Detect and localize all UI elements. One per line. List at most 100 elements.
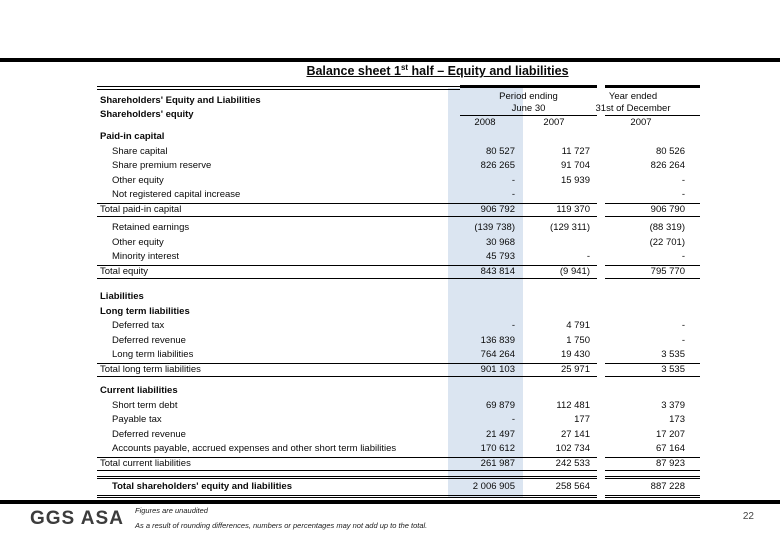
- row-value-2007-annual: [605, 305, 700, 320]
- row-value-2007-interim: [515, 384, 590, 399]
- footnote-unaudited: Figures are unaudited: [135, 506, 208, 515]
- row-value-2008: -: [511, 320, 515, 331]
- table-row-item: Payable tax - 177 173: [97, 413, 700, 428]
- row-left-group: Current liabilities: [97, 384, 597, 399]
- row-label: Deferred revenue: [112, 428, 186, 440]
- row-value-2007-interim: 11 727: [561, 145, 590, 157]
- row-value-2008: [435, 130, 515, 145]
- row-left-group: Deferred revenue 21 497 27 141: [97, 428, 597, 443]
- row-left-group: Total shareholders' equity and liabiliti…: [97, 476, 597, 498]
- table-row-section: Long term liabilities: [97, 305, 700, 320]
- group2-underline: [605, 115, 700, 116]
- col-group1-header-line1: Period ending: [499, 91, 558, 102]
- table-row-item: Long term liabilities 764 264 19 430 3 535: [97, 348, 700, 363]
- table-top-double-rule: [97, 86, 460, 90]
- row-left-group: Not registered capital increase -: [97, 188, 597, 203]
- row-label: Total current liabilities: [100, 457, 191, 469]
- row-value-2008: 30 968: [485, 236, 515, 248]
- row-value-2007-interim: 27 141: [560, 428, 590, 440]
- table-row-item: Minority interest 45 793 - -: [97, 250, 700, 265]
- row-label: Current liabilities: [100, 385, 178, 396]
- row-value-2007-annual: 80 526: [655, 145, 685, 157]
- row-value-2007-annual: 67 164: [655, 443, 685, 454]
- row-left-group: Deferred tax - 4 791: [97, 319, 597, 334]
- row-value-2008: -: [511, 414, 515, 425]
- footnote-rounding: As a result of rounding differences, num…: [135, 521, 428, 530]
- col-year-2008: 2008: [474, 117, 496, 128]
- table-row-item: Deferred revenue 21 497 27 141 17 207: [97, 428, 700, 443]
- row-value-2007-annual: -: [681, 189, 685, 200]
- row-value-2007-interim: 19 430: [560, 349, 590, 360]
- row-value-2008: 901 103: [480, 363, 515, 375]
- table-row-section: Current liabilities: [97, 384, 700, 399]
- group1-underline: [460, 115, 597, 116]
- table-row-item: Share premium reserve 826 265 91 704 826 26…: [97, 159, 700, 174]
- highlight-column-band: [448, 88, 523, 497]
- row-value-2007-annual: -: [681, 251, 685, 262]
- row-label: Accounts payable, accrued expenses and o…: [112, 443, 397, 454]
- row-left-group: Short term debt 69 879 112 481: [97, 399, 597, 414]
- row-value-2007-annual: -: [681, 174, 685, 186]
- row-value-2008: 843 814: [480, 265, 515, 277]
- row-value-2008: 170 612: [480, 443, 515, 454]
- row-value-2007-annual: 906 790: [605, 202, 700, 217]
- row-value-2007-interim: 177: [574, 414, 590, 425]
- table-row-item: Other equity 30 968 (22 701): [97, 236, 700, 251]
- col-group1-header-line2: June 30: [511, 103, 546, 114]
- table-row-total: Total paid-in capital 906 792 119 370 906 7…: [97, 202, 700, 217]
- row-value-2007-interim: 102 734: [555, 443, 590, 454]
- table-row-item: Other equity - 15 939 -: [97, 174, 700, 189]
- row-value-2007-interim: (129 311): [550, 222, 590, 233]
- row-value-2008: 906 792: [480, 203, 515, 215]
- row-value-2007-interim: -: [586, 251, 590, 262]
- row-label: Long term liabilities: [112, 349, 194, 360]
- table-row-total: Total current liabilities 261 987 242 533 8…: [97, 456, 700, 471]
- row-label: Total long term liabilities: [100, 363, 201, 375]
- row-left-group: Total equity 843 814 (9 941): [97, 264, 597, 279]
- row-label: Deferred revenue: [112, 334, 186, 346]
- table-row-section: Paid-in capital: [97, 130, 700, 145]
- row-label: Payable tax: [112, 414, 162, 425]
- row-left-group: Liabilities: [97, 290, 597, 305]
- row-left-group: Minority interest 45 793 -: [97, 250, 597, 265]
- row-value-2008: 80 527: [485, 145, 515, 157]
- row-value-2007-annual: [605, 384, 700, 399]
- page-number: 22: [742, 511, 754, 522]
- table-top-rule-group2: [605, 85, 700, 88]
- table-spacer-row: [97, 279, 700, 290]
- row-value-2008: [435, 305, 515, 320]
- table-title-row2: Shareholders' equity: [100, 109, 194, 120]
- col-group2-header-line1: Year ended: [608, 91, 658, 102]
- row-value-2007-annual: 826 264: [650, 160, 685, 171]
- row-value-2007-annual: 173: [669, 414, 685, 425]
- row-value-2007-annual: 17 207: [655, 428, 685, 440]
- top-divider-rule: [0, 58, 780, 62]
- table-spacer-row: [97, 377, 700, 384]
- row-value-2007-interim: [515, 130, 590, 145]
- row-value-2008: 2 006 905: [472, 481, 515, 492]
- row-value-2008: -: [511, 174, 515, 186]
- row-label: Deferred tax: [112, 320, 165, 331]
- table-row-item: Deferred tax - 4 791 -: [97, 319, 700, 334]
- row-value-2007-interim: 112 481: [556, 399, 590, 411]
- row-value-2008: [435, 384, 515, 399]
- table-row-item: Share capital 80 527 11 727 80 526: [97, 145, 700, 160]
- row-value-2008: 21 497: [485, 428, 515, 440]
- row-value-2008: [435, 290, 515, 305]
- row-value-2008: 826 265: [480, 160, 515, 171]
- row-label: Total shareholders' equity and liabiliti…: [112, 481, 292, 492]
- row-left-group: Total paid-in capital 906 792 119 370: [97, 202, 597, 217]
- row-left-group: Other equity - 15 939: [97, 174, 597, 189]
- row-label: Share capital: [112, 145, 168, 157]
- row-label: Retained earnings: [112, 222, 190, 233]
- row-value-2007-annual: (88 319): [649, 222, 685, 233]
- row-left-group: Total current liabilities 261 987 242 533: [97, 456, 597, 471]
- row-left-group: Payable tax - 177: [97, 413, 597, 428]
- row-left-group: Share capital 80 527 11 727: [97, 145, 597, 160]
- row-label: Short term debt: [112, 399, 178, 411]
- row-value-2007-annual: 3 535: [661, 349, 685, 360]
- table-row-total: Total equity 843 814 (9 941) 795 770: [97, 264, 700, 279]
- table-row-item: Accounts payable, accrued expenses and o…: [97, 442, 700, 457]
- row-value-2007-annual: -: [681, 320, 685, 331]
